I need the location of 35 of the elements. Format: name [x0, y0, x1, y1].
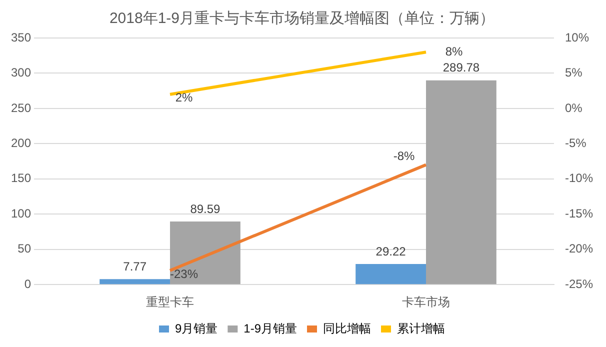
legend-label: 同比增幅 — [323, 321, 372, 336]
x-tick-label: 卡车市场 — [402, 295, 450, 310]
y-tick-label: 200 — [10, 136, 32, 150]
y-tick-label: 250 — [10, 100, 32, 115]
bar — [426, 80, 496, 284]
data-label: 8% — [445, 44, 463, 58]
y2-tick-label: 5% — [564, 66, 583, 80]
y2-tick-label: 10% — [564, 30, 590, 44]
y-tick-label: 150 — [10, 171, 32, 186]
y-tick-label: 0 — [24, 276, 32, 291]
legend-label: 累计增幅 — [397, 321, 446, 336]
y-tick-label: 300 — [10, 66, 32, 80]
data-label: 89.59 — [190, 202, 221, 216]
y2-tick-label: -5% — [564, 136, 587, 150]
legend-label: 9月销量 — [174, 321, 218, 336]
data-label: 7.77 — [123, 259, 147, 274]
bar — [356, 264, 426, 284]
y2-tick-label: -10% — [564, 171, 594, 186]
y-tick-label: 350 — [10, 30, 32, 44]
y2-tick-label: -25% — [564, 276, 594, 291]
y2-tick-label: 0% — [564, 100, 583, 115]
data-label: 2% — [175, 90, 194, 105]
data-label: 289.78 — [442, 60, 480, 75]
data-label: -23% — [170, 266, 198, 281]
y2-tick-label: -20% — [564, 242, 594, 256]
chart-title: 2018年1-9月重卡与卡车市场销量及增幅图（单位：万辆） — [109, 10, 495, 28]
bar — [100, 279, 170, 284]
y-tick-label: 50 — [18, 242, 32, 256]
y-tick-label: 100 — [10, 206, 32, 220]
legend-label: 1-9月销量 — [244, 321, 298, 336]
bar — [170, 221, 240, 284]
y2-tick-label: -15% — [564, 206, 594, 220]
data-label: -8% — [393, 149, 415, 164]
data-label: 29.22 — [376, 244, 406, 258]
x-tick-label: 重型卡车 — [146, 295, 194, 310]
